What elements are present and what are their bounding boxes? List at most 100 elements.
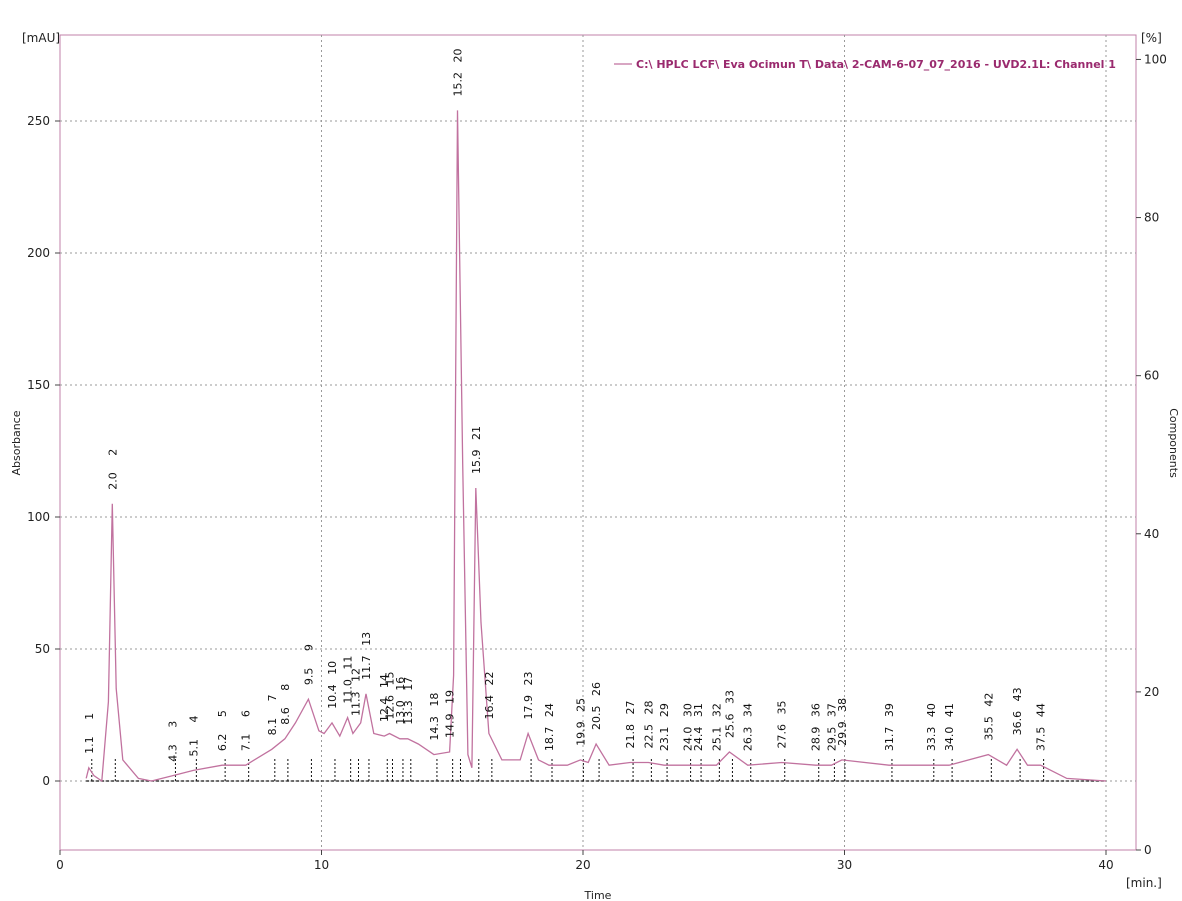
peak-label-id: 23: [522, 671, 535, 685]
peak-label-rt: 14.9: [444, 713, 457, 738]
y2-axis-unit: [%]: [1141, 31, 1162, 45]
peak-label-rt: 9.5: [302, 668, 315, 686]
peak-label-rt: 4.3: [166, 744, 179, 762]
y-tick-label: 250: [27, 114, 50, 128]
peak-label-rt: 11.3: [349, 691, 362, 716]
peak-label-id: 4: [187, 715, 200, 722]
peak-label-rt: 20.5: [590, 706, 603, 731]
peak-label-rt: 21.8: [624, 724, 637, 749]
peak-label-id: 34: [742, 703, 755, 717]
peak-label-id: 42: [982, 693, 995, 707]
peak-label-rt: 5.1: [187, 739, 200, 757]
peak-label-rt: 16.4: [483, 695, 496, 720]
peak-label-rt: 34.0: [943, 727, 956, 752]
x-tick-label: 0: [56, 858, 64, 872]
peak-label-id: 24: [543, 703, 556, 717]
peak-label-id: 19: [444, 690, 457, 704]
peak-label-rt: 14.3: [428, 716, 441, 741]
peak-label-rt: 31.7: [883, 727, 896, 752]
peak-label-id: 13: [360, 632, 373, 646]
x-tick-label: 30: [837, 858, 852, 872]
peak-label-rt: 25.6: [723, 713, 736, 738]
peak-label-id: 22: [483, 671, 496, 685]
peak-label-id: 29: [658, 703, 671, 717]
y-tick-label: 0: [42, 774, 50, 788]
peak-label-rt: 13.0: [394, 700, 407, 725]
y2-tick-label: 80: [1144, 211, 1159, 225]
peak-label-rt: 35.5: [982, 716, 995, 741]
peak-label-id: 18: [428, 693, 441, 707]
y2-tick-label: 60: [1144, 369, 1159, 383]
peak-label-id: 7: [266, 694, 279, 701]
y2-tick-label: 0: [1144, 843, 1152, 857]
peak-label-id: 12: [349, 668, 362, 682]
peak-label-rt: 19.9: [574, 721, 587, 746]
peak-label-id: 25: [574, 698, 587, 712]
chromatogram-trace: [85, 110, 1107, 783]
peak-label-rt: 13.3: [402, 700, 415, 725]
peak-label-rt: 6.2: [216, 734, 229, 752]
peak-label-id: 11: [342, 656, 355, 670]
peak-label-rt: 2.0: [106, 472, 119, 490]
x-axis-title: Time: [584, 889, 612, 901]
peak-label-rt: 15.9: [470, 449, 483, 474]
peak-label-id: 37: [825, 703, 838, 717]
peak-label-id: 10: [326, 661, 339, 675]
peak-label-id: 16: [394, 677, 407, 691]
peak-label-rt: 22.5: [642, 724, 655, 749]
peak-label-rt: 27.6: [776, 724, 789, 749]
peak-label-id: 33: [723, 690, 736, 704]
peak-label-rt: 11.7: [360, 655, 373, 680]
peak-label-id: 28: [642, 701, 655, 715]
peak-label-id: 35: [776, 701, 789, 715]
peak-label-id: 15: [383, 671, 396, 685]
peak-label-id: 5: [216, 710, 229, 717]
x-axis-ticks: 0 10 20 30 40: [56, 850, 1114, 872]
peak-label-rt: 23.1: [658, 727, 671, 752]
peak-label-id: 41: [943, 703, 956, 717]
peak-label-id: 20: [451, 48, 464, 62]
peak-label-rt: 18.7: [543, 727, 556, 752]
peak-label-rt: 17.9: [522, 695, 535, 720]
peak-label-rt: 1.1: [83, 736, 96, 754]
y-axis-title: Absorbance: [10, 410, 23, 475]
peak-label-rt: 8.6: [279, 707, 292, 725]
peak-label-rt: 7.1: [240, 734, 253, 752]
y-tick-label: 200: [27, 246, 50, 260]
peak-label-id: 9: [302, 644, 315, 651]
peak-label-id: 1: [83, 713, 96, 720]
legend: C:\ HPLC LCF\ Eva Ocimun T\ Data\ 2-CAM-…: [614, 58, 1116, 71]
legend-label: C:\ HPLC LCF\ Eva Ocimun T\ Data\ 2-CAM-…: [636, 58, 1116, 71]
peak-label-rt: 12.4: [378, 698, 391, 723]
peak-label-rt: 26.3: [742, 727, 755, 752]
peak-label-rt: 8.1: [266, 718, 279, 736]
peak-label-id: 30: [682, 703, 695, 717]
peak-label-id: 38: [836, 698, 849, 712]
peak-label-id: 3: [166, 721, 179, 728]
peak-label-id: 21: [470, 426, 483, 440]
peak-label-id: 2: [106, 449, 119, 456]
y-axis-ticks: 0 50 100 150 200 250: [27, 114, 60, 788]
x-axis-unit: [min.]: [1126, 876, 1162, 890]
y-tick-label: 50: [35, 642, 50, 656]
peak-label-rt: 10.4: [326, 684, 339, 709]
peak-label-rt: 11.0: [342, 679, 355, 704]
y-tick-label: 100: [27, 510, 50, 524]
peak-label-rt: 24.4: [692, 727, 705, 752]
peak-label-rt: 24.0: [682, 727, 695, 752]
peak-label-id: 36: [810, 703, 823, 717]
x-tick-label: 40: [1098, 858, 1113, 872]
peak-label-rt: 29.9: [836, 721, 849, 746]
y2-tick-label: 100: [1144, 52, 1167, 66]
peak-label-rt: 33.3: [925, 727, 938, 752]
peak-label-id: 40: [925, 703, 938, 717]
peak-label-id: 8: [279, 684, 292, 691]
y2-axis-ticks: 0 20 40 60 80 100: [1136, 52, 1167, 857]
y2-axis-title: Components: [1167, 408, 1180, 478]
peak-label-id: 6: [240, 710, 253, 717]
peak-label-rt: 37.5: [1035, 727, 1048, 752]
peak-labels: 1.1 1 2.0 2 4.3 3 5.1 4 6.2 5 7.1 6 8.1 78.6 8 9.5 9 10.4…: [83, 48, 1048, 761]
peak-label-id: 32: [710, 703, 723, 717]
